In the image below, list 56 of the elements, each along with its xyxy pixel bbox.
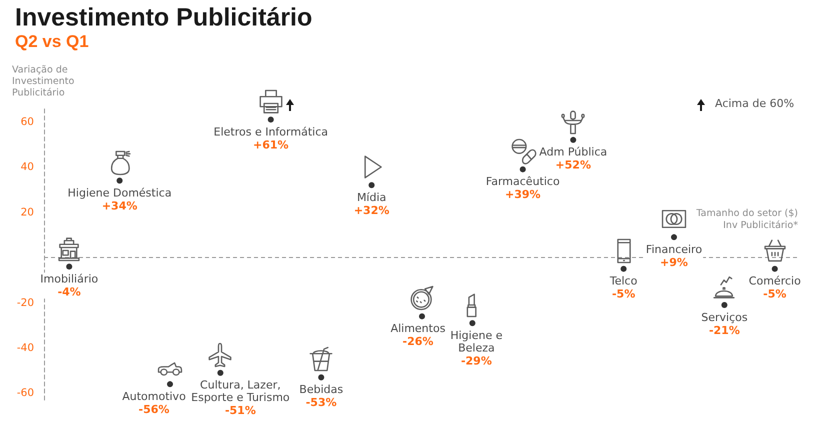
data-label: +32% — [354, 204, 390, 217]
point — [318, 374, 324, 380]
point — [368, 182, 375, 188]
data-label: -4% — [58, 285, 81, 298]
y-tick-label: 20 — [20, 206, 34, 218]
data-label: -5% — [763, 288, 786, 301]
point — [167, 381, 173, 388]
point — [116, 178, 123, 184]
y-tick-label: 60 — [20, 116, 34, 128]
data-label: +61% — [253, 138, 289, 152]
data-label: -26% — [402, 335, 434, 348]
x-tick-label: Bebidas — [299, 383, 344, 396]
data-label: -29% — [460, 354, 492, 368]
x-tick-label: Imobiliário — [40, 272, 98, 286]
point — [570, 136, 576, 143]
x-tick-label: Higiene e Beleza — [450, 328, 503, 354]
data-label: -51% — [224, 404, 256, 418]
point — [469, 320, 476, 326]
data-label: +39% — [505, 188, 541, 202]
point — [268, 116, 274, 123]
x-tick-label: Telco — [608, 274, 638, 288]
point — [66, 264, 72, 270]
x-tick-label: Automotivo — [122, 390, 186, 403]
x-tick-label: Serviços — [701, 310, 748, 324]
x-tick-label: Eletros e Informática — [214, 125, 328, 138]
data-label: -53% — [306, 396, 337, 410]
point — [419, 313, 425, 320]
data-label: -5% — [612, 288, 636, 301]
point — [620, 266, 627, 272]
point — [671, 234, 677, 240]
data-label: -56% — [138, 402, 170, 416]
x-tick-label: Financeiro — [646, 242, 702, 256]
x-tick-label: Comércio — [748, 274, 802, 288]
x-tick-label: Mídia — [356, 190, 386, 204]
y-tick-label: -20 — [16, 296, 34, 309]
chart-subtitle: Q2 vs Q1 — [15, 32, 89, 51]
x-tick-label: Cultura, Lazer, Esporte e Turismo — [191, 378, 290, 404]
y-tick-label: -40 — [16, 342, 34, 354]
point — [520, 166, 526, 172]
x-tick-label: Farmacêutico — [486, 175, 560, 188]
x-tick-label: Higiene Doméstica — [68, 186, 172, 200]
x-tick-label: Alimentos — [390, 322, 446, 336]
data-label: +9% — [660, 256, 688, 269]
data-label: -21% — [708, 324, 740, 337]
y-tick-label: -60 — [16, 387, 34, 400]
point — [772, 266, 778, 272]
y-axis-title: Variação de Investimento Publicitário — [12, 64, 74, 98]
y-tick-label: 40 — [20, 161, 34, 174]
data-label: +52% — [555, 158, 591, 172]
x-axis-title: Tamanho do setor ($) Inv Publicitário* — [695, 208, 798, 232]
chart-title: Investimento Publicitário — [15, 4, 312, 32]
point — [217, 370, 224, 376]
x-tick-label: Adm Pública — [539, 146, 608, 159]
data-label: +34% — [102, 199, 138, 212]
point — [721, 302, 728, 308]
annotation: Acima de 60% — [715, 97, 794, 110]
